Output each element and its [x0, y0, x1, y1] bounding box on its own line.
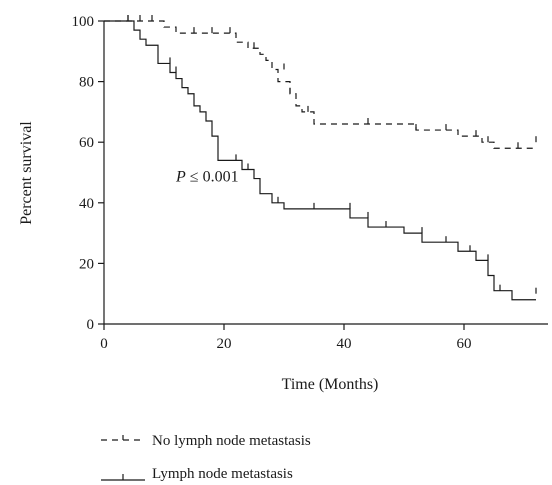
legend-label-metastasis: Lymph node metastasis [152, 466, 293, 482]
x-axis-label: Time (Months) [282, 376, 379, 393]
p-value-annotation: P ≤ 0.001 [175, 169, 239, 186]
x-tick-label: 60 [457, 336, 472, 352]
plot-area: 0 20 40 60 80 100 0 20 40 60 [72, 14, 548, 352]
x-tick-label: 40 [337, 336, 352, 352]
y-tick-label: 80 [79, 75, 94, 91]
y-tick-label: 40 [79, 196, 94, 212]
survival-curve-metastasis [104, 20, 536, 301]
p-value-text: ≤ 0.001 [186, 169, 239, 186]
p-value-symbol: P [175, 169, 186, 186]
legend-item-no-metastasis: No lymph node metastasis [101, 433, 311, 449]
y-tick-label: 60 [79, 135, 94, 151]
x-tick-label: 20 [217, 336, 232, 352]
legend: No lymph node metastasis Lymph node meta… [101, 433, 311, 482]
survival-curve-no-metastasis [104, 20, 536, 149]
x-tick-label: 0 [100, 336, 108, 352]
legend-item-metastasis: Lymph node metastasis [101, 466, 293, 482]
y-tick-label: 20 [79, 256, 94, 272]
y-axis-label: Percent survival [18, 121, 35, 225]
legend-label-no-metastasis: No lymph node metastasis [152, 433, 311, 449]
y-tick-label: 0 [87, 317, 95, 333]
y-tick-label: 100 [72, 14, 95, 30]
